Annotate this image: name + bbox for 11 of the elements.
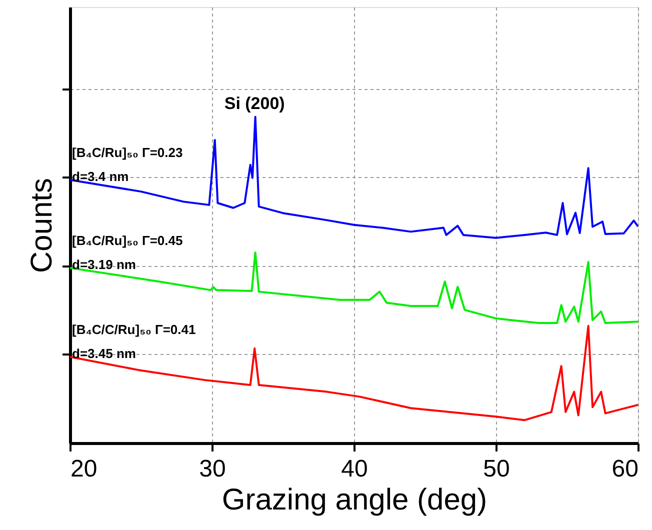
x-tick-label: 40 — [341, 456, 368, 482]
annotation: Si (200) — [224, 94, 285, 113]
x-tick-label: 50 — [483, 456, 510, 482]
series-label: [B₄C/C/Ru]₅₀ Γ=0.41 d=3.45 nm — [72, 322, 196, 361]
series-label: [B₄C/Ru]₅₀ Γ=0.23 d=3.4 nm — [72, 144, 183, 184]
x-tick-label: 20 — [70, 456, 98, 482]
x-tick-label: 60 — [612, 456, 638, 482]
x-tick-label: 30 — [199, 456, 226, 482]
y-axis-title: Counts — [26, 178, 58, 274]
x-axis-title: Grazing angle (deg) — [222, 484, 488, 516]
series-label: [B₄C/Ru]₅₀ Γ=0.45 d=3.19 nm — [72, 232, 183, 272]
